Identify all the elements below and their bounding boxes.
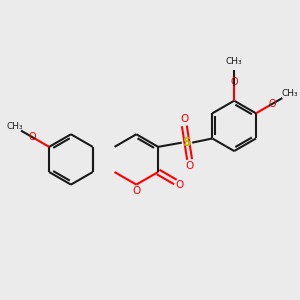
Text: CH₃: CH₃ [226,57,242,66]
Text: O: O [28,132,36,142]
Text: O: O [132,186,140,197]
Text: O: O [180,114,188,124]
Text: S: S [182,136,191,149]
Text: O: O [268,99,276,109]
Text: CH₃: CH₃ [6,122,23,131]
Text: O: O [185,161,194,171]
Text: O: O [230,77,238,87]
Text: O: O [176,180,184,190]
Text: CH₃: CH₃ [281,89,298,98]
